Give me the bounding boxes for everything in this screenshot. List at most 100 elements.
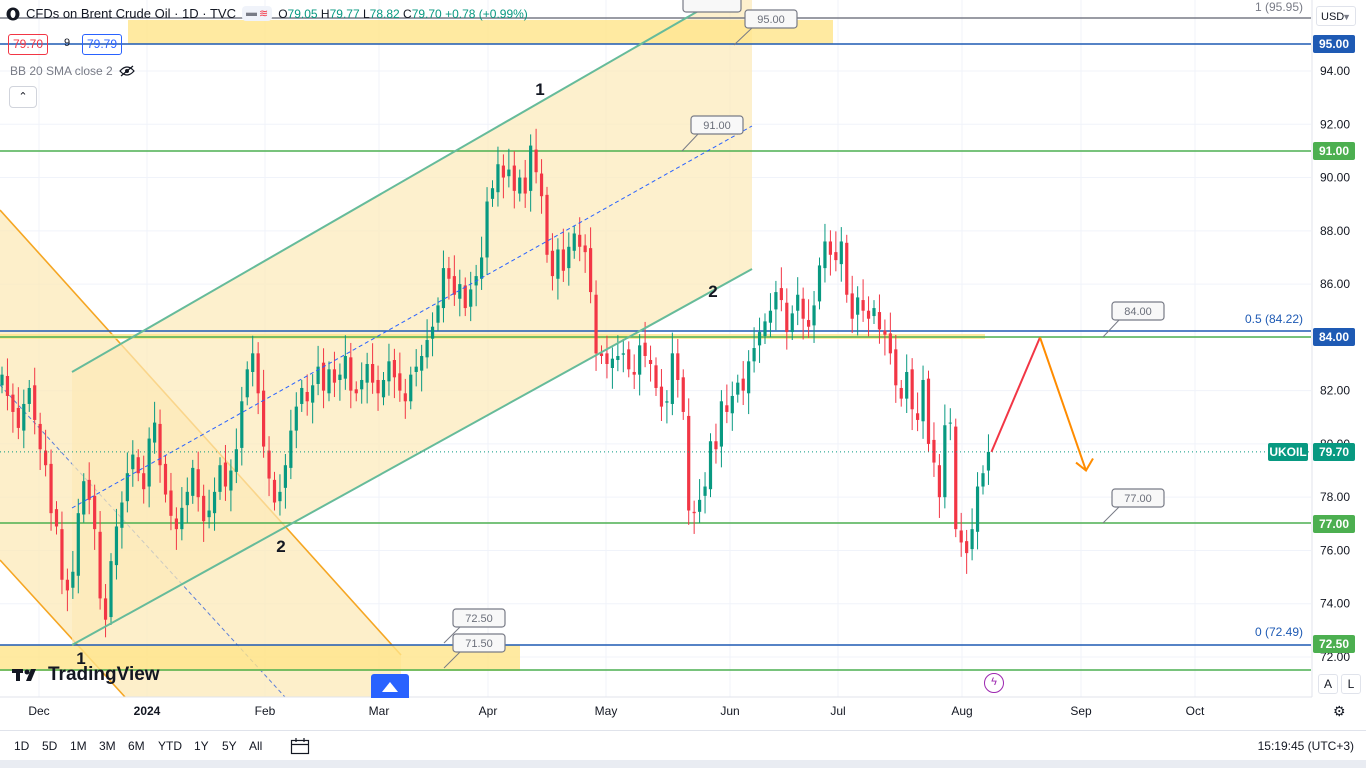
timeframe-6m[interactable]: 6M [128, 739, 145, 753]
wave-label: 2 [276, 537, 285, 556]
candle-body [267, 450, 271, 479]
candle-body [365, 364, 369, 383]
candle-body [632, 371, 636, 375]
time-axis-tick: Apr [479, 704, 498, 718]
candle-body [22, 403, 26, 431]
scroll-to-realtime-button[interactable] [371, 674, 409, 698]
candle-body [512, 165, 516, 191]
time-axis-tick: Feb [255, 704, 276, 718]
callout-77-text: 77.00 [1124, 493, 1152, 505]
candle-body [747, 361, 751, 394]
eye-hidden-icon[interactable] [118, 65, 135, 77]
candle-body [703, 486, 707, 496]
timeframe-3m[interactable]: 3M [99, 739, 116, 753]
callout-84-box [1111, 301, 1165, 321]
callout-84-pointer [1102, 318, 1121, 338]
timeframe-1y[interactable]: 1Y [194, 739, 209, 753]
candle-body [11, 394, 15, 412]
callout-84-text: 84.00 [1124, 306, 1152, 318]
log-scale-button[interactable]: L [1341, 674, 1361, 694]
candle-body [338, 374, 342, 380]
candle-body [218, 465, 222, 492]
chevron-down-icon: ▼ [1342, 12, 1351, 22]
price-axis-tick: 82.00 [1320, 384, 1350, 398]
candle-body [0, 374, 4, 386]
candle-body [278, 491, 282, 502]
candle-body [240, 401, 244, 448]
legend-pill[interactable]: ▬ ≋ [241, 6, 273, 21]
price-axis-tick: 72.00 [1320, 650, 1350, 664]
candle-body [387, 361, 391, 382]
symbol-badge-bg [1268, 443, 1308, 461]
timeframe-1m[interactable]: 1M [70, 739, 87, 753]
price-badge-72-50-bg [1313, 635, 1355, 653]
price-chart[interactable]: 95.00 91.00 84.00 77.00 72.50 71.50 1 (95.95) 0… [0, 0, 1366, 730]
fib-label-0: 0 (72.49) [1255, 625, 1303, 639]
callout-91-box [690, 115, 744, 135]
candle-body [948, 422, 952, 424]
symbol-badge: UKOIL [1269, 445, 1306, 459]
candle-body [98, 531, 102, 599]
candle-body [970, 529, 974, 550]
candle-body [82, 481, 86, 515]
timeframe-all[interactable]: All [249, 739, 263, 753]
candle-body [71, 571, 75, 588]
candle-body [76, 513, 80, 576]
price-axis-tick: 86.00 [1320, 277, 1350, 291]
candle-body [578, 234, 582, 247]
sell-price-button[interactable]: 79.70 [8, 34, 49, 55]
candle-body [212, 491, 217, 514]
callout-top-partial [682, 0, 742, 13]
callout-77-box [1111, 488, 1165, 508]
candle-body [529, 145, 533, 191]
forecast-down-arrow [1039, 337, 1087, 471]
candle-body [790, 313, 794, 333]
ascending-channel-fill [72, 0, 752, 645]
settings-gear-icon[interactable]: ⚙ [1333, 703, 1346, 719]
candle-body [262, 390, 266, 447]
indicator-legend[interactable]: BB 20 SMA close 2 [10, 64, 135, 78]
arrow-up-icon [382, 682, 398, 692]
candle-body [425, 340, 429, 358]
clock[interactable]: 15:19:45 (UTC+3) [1257, 739, 1354, 753]
candle-body [725, 405, 729, 412]
indicator-label: BB 20 SMA close 2 [10, 64, 113, 78]
timeframe-5y[interactable]: 5Y [222, 739, 237, 753]
chart-legend: CFDs on Brent Crude Oil · 1D · TVC ▬ ≋ O… [6, 6, 528, 21]
candle-body [196, 469, 200, 498]
timeframe-5d[interactable]: 5D [42, 739, 58, 753]
auto-scale-button[interactable]: A [1318, 674, 1338, 694]
flash-event-icon[interactable]: ϟ [984, 673, 1004, 693]
time-axis-tick: Dec [28, 704, 49, 718]
candle-body [381, 379, 386, 398]
calendar-range-icon[interactable] [290, 737, 310, 755]
candle-body [229, 470, 233, 491]
collapse-legend-button[interactable]: ⌃ [9, 86, 37, 108]
candle-body [485, 201, 489, 258]
candle-body [49, 463, 53, 514]
price-axis-tick: 88.00 [1320, 224, 1350, 238]
candle-body [654, 365, 658, 388]
candle-body [599, 353, 604, 357]
timeframe-1d[interactable]: 1D [14, 739, 30, 753]
candle-body [817, 265, 822, 302]
candle-body [169, 490, 173, 516]
callout-95-box [744, 9, 798, 29]
candle-body [572, 233, 576, 251]
candle-body [294, 406, 298, 431]
candle-body [545, 194, 549, 255]
candle-body [360, 379, 364, 390]
candle-body [905, 371, 909, 399]
candle-body [954, 426, 958, 530]
bottom-strip [0, 760, 1366, 768]
symbol-logo-icon [6, 7, 20, 20]
symbol-title[interactable]: CFDs on Brent Crude Oil · 1D · TVC [26, 6, 236, 21]
candle-body [959, 530, 963, 543]
spread-value: 9 [64, 37, 71, 49]
candle-body [856, 297, 860, 315]
buy-price-button[interactable]: 79.79 [82, 34, 123, 55]
ascending-channel-upper-line [71, 0, 720, 373]
candle-body [883, 330, 887, 335]
timeframe-ytd[interactable]: YTD [158, 739, 182, 753]
currency-select[interactable]: USD ▼ [1316, 6, 1356, 26]
